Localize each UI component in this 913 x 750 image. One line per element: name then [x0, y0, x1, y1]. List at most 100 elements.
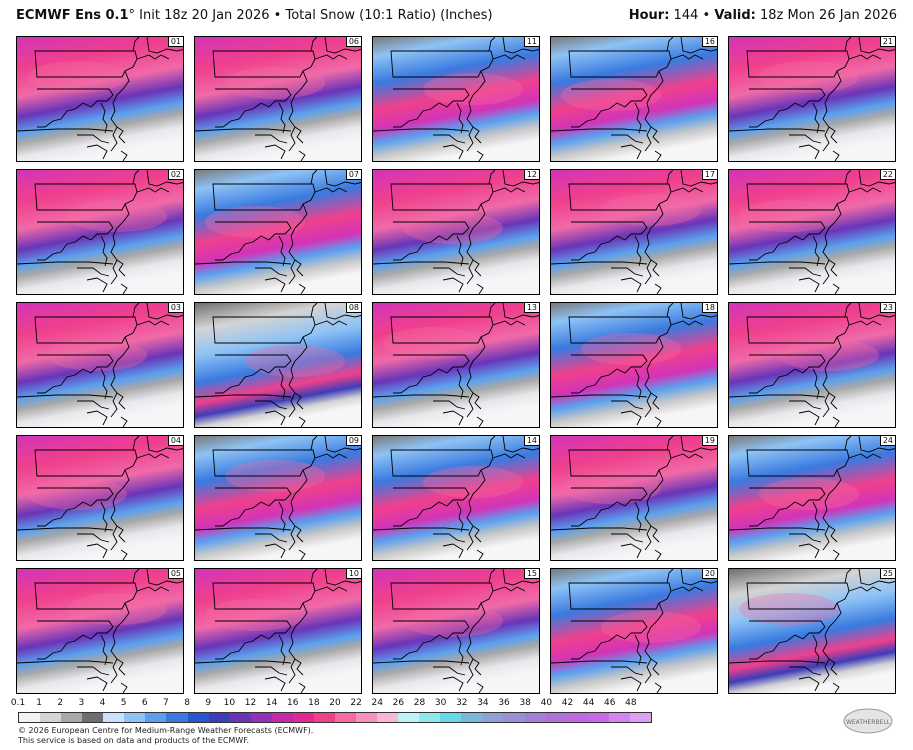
member-number-label: 09 [345, 436, 361, 446]
member-number-label: 25 [879, 569, 895, 579]
member-number-label: 22 [879, 170, 895, 180]
colorbar-tick-label: 0.1 [10, 698, 26, 708]
member-panel-05: 05 [16, 568, 184, 694]
colorbar-tick-label: 7 [163, 698, 169, 708]
colorbar-segment [356, 713, 378, 722]
member-number-label: 23 [879, 303, 895, 313]
colorbar-segment [187, 713, 209, 722]
member-panel-18: 18 [550, 302, 718, 428]
state-borders [373, 37, 539, 161]
colorbar-segment [334, 713, 356, 722]
snow-band [205, 599, 305, 631]
colorbar-segment [124, 713, 146, 722]
state-borders [17, 569, 183, 693]
colorbar-segment [40, 713, 62, 722]
snowfall-map [551, 569, 717, 693]
colorbar-segment [587, 713, 609, 722]
state-borders [17, 436, 183, 560]
colorbar-tick-label: 46 [603, 698, 616, 708]
snowfall-map [373, 170, 539, 294]
state-borders [195, 37, 361, 161]
hour-value: 144 [673, 8, 699, 23]
product-name: Total Snow (10:1 Ratio) (Inches) [285, 8, 493, 23]
colorbar-tick-label: 38 [519, 698, 531, 708]
member-number-label: 24 [879, 436, 895, 446]
member-panel-16: 16 [550, 36, 718, 162]
colorbar-segment [166, 713, 188, 722]
member-number-label: 16 [701, 37, 717, 47]
colorbar-segment [377, 713, 399, 722]
degree-sign: ° [128, 8, 136, 23]
snowfall-map [17, 303, 183, 427]
colorbar-tick-label: 3 [78, 698, 85, 708]
colorbar-tick-label: 28 [413, 698, 426, 708]
member-number-label: 11 [523, 37, 539, 47]
colorbar-segment [440, 713, 462, 722]
member-number-label: 15 [523, 569, 539, 579]
member-panel-25: 25 [728, 568, 896, 694]
member-panel-12: 12 [372, 169, 540, 295]
colorbar-tick-label: 18 [308, 698, 320, 708]
snow-band [67, 200, 167, 232]
state-borders [551, 303, 717, 427]
snowfall-map [373, 569, 539, 693]
member-number-label: 12 [523, 170, 539, 180]
snowfall-map [551, 303, 717, 427]
snowfall-map [729, 569, 895, 693]
ensemble-member-grid: 01 06 11 16 21 02 07 12 17 22 03 08 13 18 23 04 09 14 19 24… [16, 36, 896, 696]
state-borders [729, 436, 895, 560]
snow-band [403, 212, 503, 244]
state-borders [17, 37, 183, 161]
member-panel-01: 01 [16, 36, 184, 162]
member-number-label: 06 [345, 37, 361, 47]
member-panel-23: 23 [728, 302, 896, 428]
state-borders [373, 303, 539, 427]
snow-band [225, 67, 325, 99]
snow-band [423, 73, 523, 105]
state-borders [17, 170, 183, 294]
state-borders [729, 569, 895, 693]
member-number-label: 01 [167, 37, 183, 47]
colorbar-tick-label: 1 [36, 698, 42, 708]
colorbar-segment [103, 713, 125, 722]
snowfall-map [551, 37, 717, 161]
member-number-label: 19 [701, 436, 717, 446]
state-borders [195, 170, 361, 294]
state-borders [729, 170, 895, 294]
state-borders [195, 436, 361, 560]
snowfall-map [17, 569, 183, 693]
snowfall-map [17, 37, 183, 161]
colorbar-segment [419, 713, 441, 722]
bullet: • [273, 8, 282, 23]
member-panel-09: 09 [194, 435, 362, 561]
logo-text: WEATHERBELL [846, 719, 891, 726]
colorbar-tick-label: 5 [120, 698, 127, 708]
member-number-label: 04 [167, 436, 183, 446]
colorbar-tick-label: 8 [184, 698, 190, 708]
colorbar-tick-label: 26 [392, 698, 405, 708]
copyright-line: © 2026 European Centre for Medium-Range … [18, 726, 314, 735]
snowfall-map [373, 37, 539, 161]
valid-value: 18z Mon 26 Jan 2026 [760, 8, 897, 23]
colorbar-tick-label: 12 [244, 698, 257, 708]
hour-label: Hour: [628, 8, 670, 23]
member-panel-04: 04 [16, 435, 184, 561]
snowfall-map [17, 170, 183, 294]
header-title: ECMWF Ens 0.1° Init 18z 20 Jan 2026 • To… [16, 8, 493, 23]
member-panel-13: 13 [372, 302, 540, 428]
member-number-label: 05 [167, 569, 183, 579]
state-borders [195, 569, 361, 693]
colorbar-segment [545, 713, 567, 722]
snowfall-map [195, 436, 361, 560]
state-borders [373, 436, 539, 560]
member-number-label: 21 [879, 37, 895, 47]
snowfall-map [373, 436, 539, 560]
colorbar-tick-label: 32 [456, 698, 468, 708]
state-borders [551, 170, 717, 294]
colorbar-tick-label: 36 [498, 698, 510, 708]
service-line: This service is based on data and produc… [18, 736, 250, 745]
colorbar-segment [271, 713, 293, 722]
colorbar-segment [229, 713, 251, 722]
member-panel-14: 14 [372, 435, 540, 561]
colorbar-tick-label: 9 [205, 698, 212, 708]
